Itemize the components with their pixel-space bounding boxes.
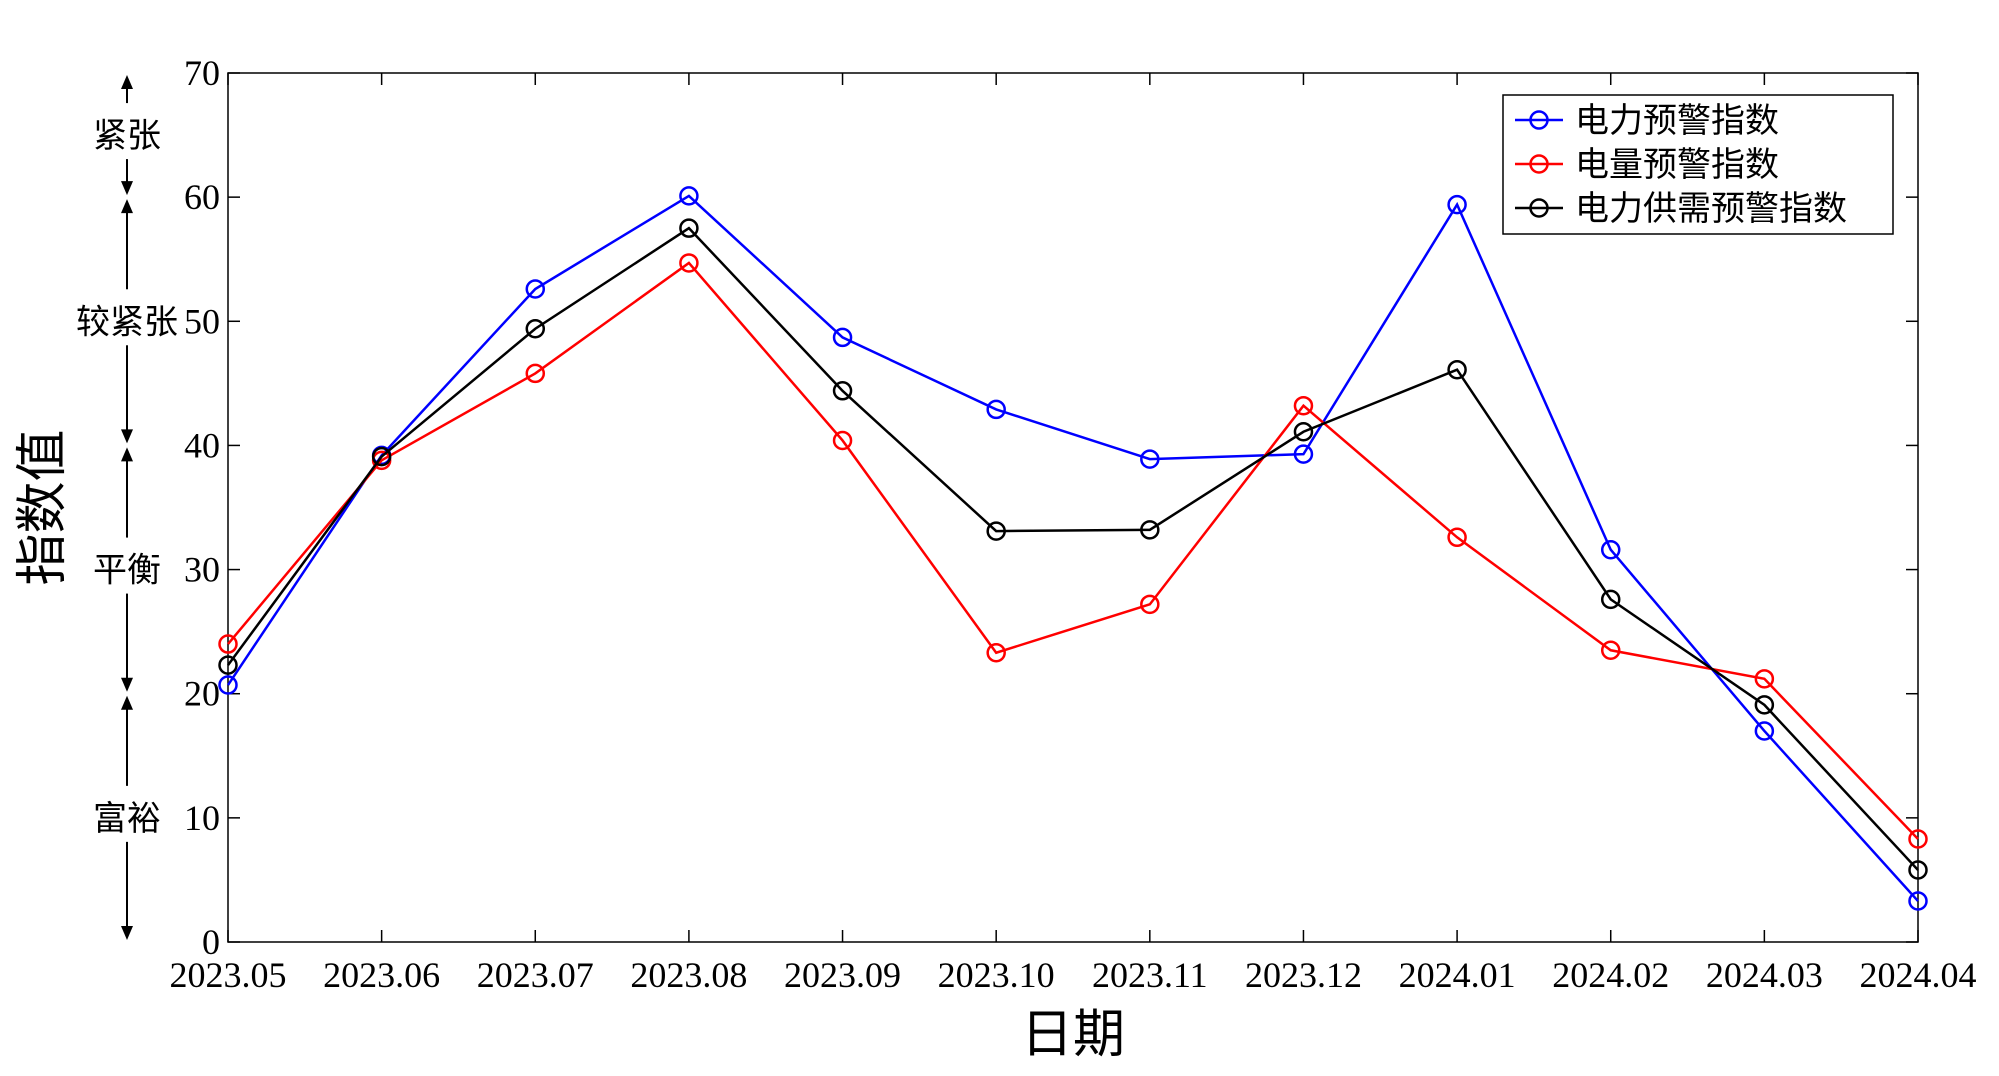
x-tick-label: 2023.09 (784, 955, 901, 995)
x-tick-label: 2023.10 (938, 955, 1055, 995)
y-tick-label: 0 (202, 922, 220, 962)
legend-label: 电量预警指数 (1575, 146, 1779, 184)
data-point (1754, 669, 1775, 689)
data-point (525, 318, 546, 339)
x-tick-label: 2024.02 (1552, 955, 1669, 995)
plot-area (227, 72, 1919, 943)
x-tick-label: 2023.08 (630, 955, 747, 995)
y-tick-label: 30 (184, 550, 220, 590)
x-tick-label: 2023.05 (170, 955, 287, 995)
x-tick-label: 2023.07 (477, 955, 594, 995)
y-axis-title: 指数值 (15, 429, 72, 585)
band-label: 富裕 (93, 800, 161, 838)
x-tick-label: 2024.01 (1399, 955, 1516, 995)
arrow-down-icon (121, 181, 133, 196)
legend-marker (1529, 110, 1549, 130)
data-point (679, 253, 699, 273)
data-point (371, 446, 392, 467)
data-point (525, 279, 546, 299)
data-point (1293, 444, 1314, 464)
data-point (1600, 640, 1621, 661)
arrow-up-icon (121, 695, 133, 710)
y-tick-label: 40 (184, 425, 220, 465)
data-point (1140, 449, 1160, 469)
x-axis: 2023.05 2023.06 2023.07 2023.08 2023.09 2023.… (170, 73, 1977, 995)
x-tick-label: 2023.11 (1092, 955, 1208, 995)
data-point (1140, 594, 1160, 615)
series (218, 218, 1928, 880)
band-label: 紧张 (93, 118, 161, 155)
data-point (1908, 891, 1928, 911)
arrow-up-icon (121, 447, 133, 462)
x-tick-label: 2023.06 (323, 955, 440, 995)
series-line (226, 226, 1919, 871)
data-point (1293, 395, 1314, 416)
arrow-down-icon (121, 429, 133, 444)
x-tick-label: 2024.03 (1706, 955, 1823, 995)
y-tick-label: 60 (184, 177, 220, 217)
x-tick-label: 2024.04 (1860, 955, 1977, 995)
data-point (1293, 422, 1314, 442)
series-lines (218, 186, 1928, 911)
data-point (986, 642, 1006, 663)
data-point (1600, 539, 1621, 560)
y-tick-label: 70 (184, 53, 220, 93)
y-tick-label: 50 (184, 301, 220, 341)
series (218, 253, 1928, 849)
data-point (1908, 829, 1928, 849)
y-axis: 0 10 20 30 40 50 60 70 (184, 53, 1918, 962)
arrow-up-icon (121, 75, 133, 89)
series (218, 186, 1928, 911)
data-point (218, 675, 238, 695)
arrow-up-icon (121, 199, 133, 214)
legend-box (1502, 94, 1894, 235)
data-point (1754, 721, 1775, 741)
arrow-down-icon (121, 926, 133, 940)
legend-label: 电力供需预警指数 (1575, 190, 1847, 228)
data-point (1447, 194, 1467, 215)
data-point (218, 634, 238, 654)
x-tick-label: 2023.12 (1245, 955, 1362, 995)
y-tick-label: 20 (184, 674, 220, 714)
y-tick-label: 10 (184, 798, 220, 838)
data-point (832, 381, 853, 401)
data-point (679, 218, 699, 238)
data-point (1447, 359, 1467, 380)
data-point (1600, 589, 1621, 610)
data-point (525, 363, 546, 384)
data-point (832, 327, 853, 348)
series-line (226, 194, 1919, 902)
band-label: 较紧张 (76, 303, 178, 341)
legend-label: 电力预警指数 (1575, 102, 1779, 140)
data-point (1908, 860, 1928, 880)
band-label: 平衡 (93, 553, 161, 590)
data-point (986, 521, 1006, 541)
arrow-down-icon (121, 677, 133, 692)
data-point (986, 399, 1006, 420)
data-point (1754, 695, 1775, 715)
data-point (1140, 520, 1160, 540)
data-point (832, 430, 853, 451)
data-point (679, 186, 699, 206)
data-point (1447, 527, 1467, 548)
legend-marker (1529, 198, 1549, 218)
data-point (218, 655, 238, 675)
legend-marker (1529, 154, 1549, 174)
series-line (227, 261, 1919, 840)
x-axis-title: 日期 (1021, 1007, 1125, 1064)
